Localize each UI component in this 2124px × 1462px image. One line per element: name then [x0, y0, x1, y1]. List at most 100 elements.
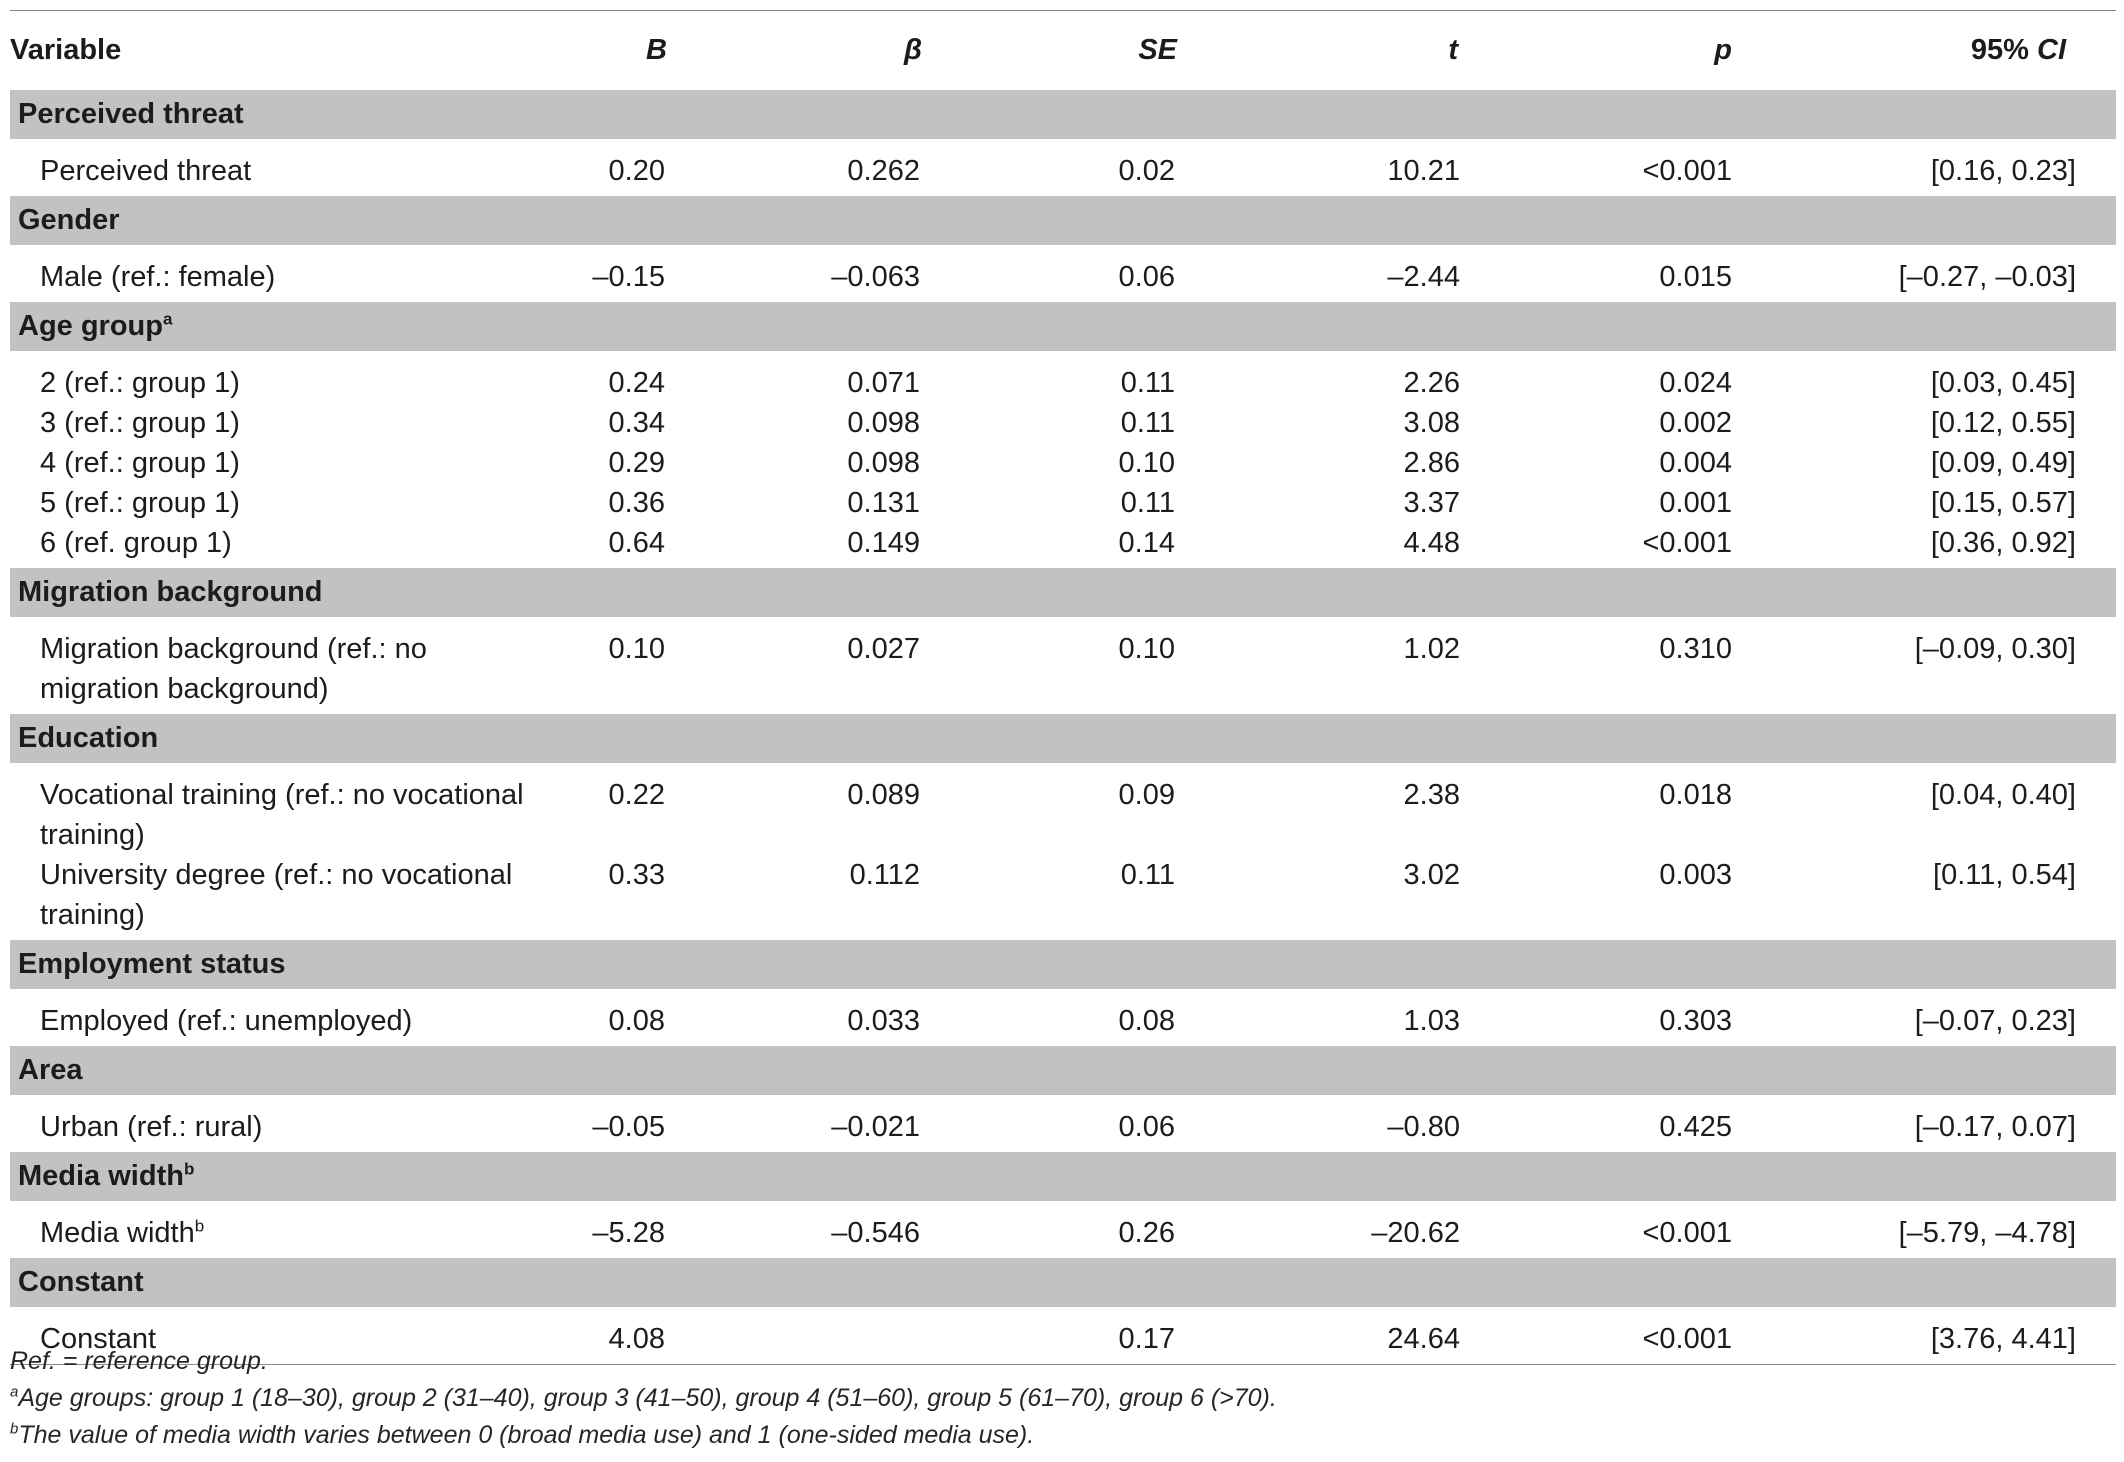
- table-row: University degree (ref.: no vocational t…: [10, 855, 2116, 940]
- header-t: t: [1448, 34, 1458, 66]
- cell-ci: [–0.17, 0.07]: [1914, 1111, 2076, 1143]
- cell-beta: –0.546: [831, 1217, 920, 1249]
- header-row: Variable B β SE t p 95% CI: [10, 10, 2116, 91]
- cell-se: 0.10: [1118, 447, 1175, 479]
- cell-ci: [3.76, 4.41]: [1840, 1307, 2116, 1365]
- cell-t: 4.48: [1403, 527, 1460, 559]
- cell-variable-text: Constant: [40, 1323, 157, 1355]
- cell-beta: 0.112: [849, 859, 920, 891]
- cell-variable-text: Male (ref.: female): [40, 261, 276, 293]
- cell-p: 0.003: [1659, 859, 1732, 891]
- header-ci-italic: CI: [2037, 34, 2066, 66]
- cell-variable: Media widthb: [10, 1201, 550, 1258]
- section-title-text: Constant: [18, 1266, 144, 1298]
- section-title-text: Employment status: [18, 948, 286, 980]
- cell-se: 0.11: [1120, 407, 1175, 439]
- cell-p: <0.001: [1555, 1307, 1840, 1365]
- cell-variable: 3 (ref.: group 1): [10, 403, 550, 443]
- cell-b: 0.36: [608, 487, 665, 519]
- table-row: 3 (ref.: group 1) 0.34 0.098 0.11 3.08 0.002 […: [10, 403, 2116, 443]
- header-ci-prefix: 95%: [1970, 34, 2037, 66]
- cell-se: 0.02: [1118, 155, 1175, 187]
- footnote-text: The value of media width varies between …: [18, 1421, 1035, 1449]
- header-b: B: [646, 34, 667, 66]
- section-row: Area: [10, 1046, 2116, 1095]
- cell-b: 0.20: [608, 155, 665, 187]
- cell-se: 0.17: [985, 1307, 1270, 1365]
- cell-se: 0.06: [1118, 261, 1175, 293]
- section-row: Migration background: [10, 568, 2116, 617]
- cell-p: 0.018: [1659, 779, 1732, 811]
- table-row: Vocational training (ref.: no vocational…: [10, 763, 2116, 855]
- cell-t: 3.02: [1403, 859, 1460, 891]
- table-row: Male (ref.: female) –0.15 –0.063 0.06 –2.44 0…: [10, 245, 2116, 302]
- table-header: Variable B β SE t p 95% CI: [10, 10, 2116, 91]
- cell-b: 4.08: [550, 1307, 685, 1365]
- footnote: Ref. = reference group.: [10, 1343, 1277, 1380]
- cell-beta: 0.089: [847, 779, 920, 811]
- cell-ci: [0.16, 0.23]: [1930, 155, 2076, 187]
- cell-se: 0.11: [1120, 487, 1175, 519]
- header-ci: 95% CI: [1840, 11, 2116, 91]
- cell-variable-text: Vocational training (ref.: no vocational…: [40, 779, 524, 851]
- cell-p: 0.310: [1659, 633, 1732, 665]
- cell-variable-text: Urban (ref.: rural): [40, 1111, 263, 1143]
- header-se: SE: [1138, 34, 1177, 66]
- cell-t: 3.08: [1403, 407, 1460, 439]
- header-beta: β: [904, 34, 922, 66]
- cell-beta: –0.021: [831, 1111, 920, 1143]
- footnote-text: Ref. = reference group.: [10, 1347, 268, 1375]
- section-title: Age groupa: [10, 302, 2116, 351]
- table-body: Perceived threat Perceived threat 0.20 0.26…: [10, 90, 2116, 1365]
- cell-t: 10.21: [1387, 155, 1460, 187]
- table-row: Constant 4.08 0.17 24.64 <0.001 [3.76, 4.41]: [10, 1307, 2116, 1365]
- cell-t: 2.26: [1403, 367, 1460, 399]
- cell-beta: 0.098: [847, 407, 920, 439]
- cell-variable: Vocational training (ref.: no vocational…: [10, 763, 550, 855]
- cell-beta: 0.071: [847, 367, 920, 399]
- section-title: Perceived threat: [10, 90, 2116, 139]
- table-row: Migration background (ref.: no migration…: [10, 617, 2116, 714]
- section-title: Migration background: [10, 568, 2116, 617]
- cell-ci: [0.09, 0.49]: [1930, 447, 2076, 479]
- cell-ci: [0.36, 0.92]: [1930, 527, 2076, 559]
- cell-ci: [0.03, 0.45]: [1930, 367, 2076, 399]
- table-row: Employed (ref.: unemployed) 0.08 0.033 0.08…: [10, 989, 2116, 1046]
- cell-ci: [–0.27, –0.03]: [1898, 261, 2076, 293]
- section-title-text: Area: [18, 1054, 83, 1086]
- cell-b: 0.22: [608, 779, 665, 811]
- table-row: 5 (ref.: group 1) 0.36 0.131 0.11 3.37 0.001 […: [10, 483, 2116, 523]
- cell-b: –5.28: [592, 1217, 665, 1249]
- table-row: Perceived threat 0.20 0.262 0.02 10.21 <0.001…: [10, 139, 2116, 196]
- cell-variable-footnote-mark: b: [194, 1216, 205, 1236]
- cell-variable-text: University degree (ref.: no vocational t…: [40, 859, 513, 931]
- section-title: Employment status: [10, 940, 2116, 989]
- cell-ci: [0.15, 0.57]: [1930, 487, 2076, 519]
- cell-b: 0.64: [608, 527, 665, 559]
- cell-variable-text: Migration background (ref.: no migration…: [40, 633, 427, 705]
- section-title-text: Gender: [18, 204, 120, 236]
- cell-p: 0.001: [1659, 487, 1732, 519]
- section-title: Education: [10, 714, 2116, 763]
- cell-se: 0.10: [1118, 633, 1175, 665]
- cell-variable: Employed (ref.: unemployed): [10, 989, 550, 1046]
- cell-t: 2.86: [1403, 447, 1460, 479]
- table-row: Urban (ref.: rural) –0.05 –0.021 0.06 –0.80 0…: [10, 1095, 2116, 1152]
- cell-variable: Urban (ref.: rural): [10, 1095, 550, 1152]
- cell-se: 0.09: [1118, 779, 1175, 811]
- cell-beta: –0.063: [831, 261, 920, 293]
- cell-ci: [–0.09, 0.30]: [1914, 633, 2076, 665]
- section-title: Gender: [10, 196, 2116, 245]
- section-row: Age groupa: [10, 302, 2116, 351]
- section-row: Gender: [10, 196, 2116, 245]
- section-title-text: Age group: [18, 310, 163, 342]
- cell-variable: 5 (ref.: group 1): [10, 483, 550, 523]
- cell-p: 0.425: [1659, 1111, 1732, 1143]
- footnote: aAge groups: group 1 (18–30), group 2 (3…: [10, 1380, 1277, 1417]
- cell-beta: 0.149: [847, 527, 920, 559]
- cell-variable-text: Media width: [40, 1217, 195, 1249]
- section-row: Media widthb: [10, 1152, 2116, 1201]
- section-title-text: Media width: [18, 1160, 184, 1192]
- cell-ci: [0.11, 0.54]: [1933, 859, 2076, 891]
